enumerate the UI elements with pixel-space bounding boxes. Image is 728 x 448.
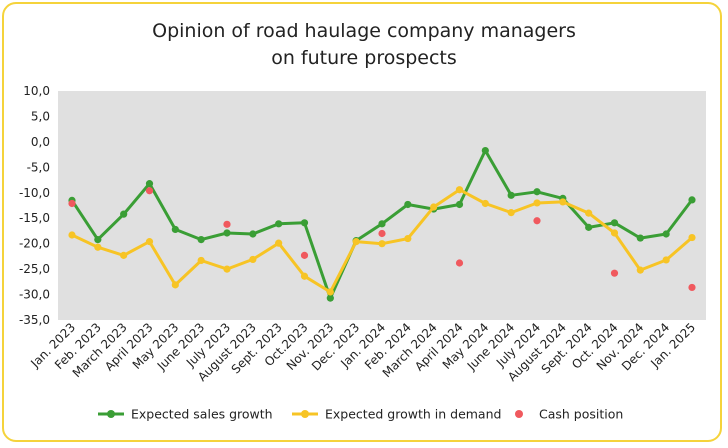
data-point — [68, 199, 76, 208]
data-point — [145, 238, 154, 246]
data-point — [378, 220, 386, 228]
data-point — [481, 146, 489, 155]
data-point — [378, 229, 386, 238]
legend: Expected sales growth Expected growth in … — [98, 407, 623, 422]
data-point — [533, 199, 541, 207]
data-point — [300, 219, 309, 227]
y-tick-label: -35,0 — [19, 313, 50, 327]
data-point — [404, 200, 412, 209]
data-point — [145, 187, 154, 195]
data-point — [688, 233, 696, 242]
data-point — [223, 229, 231, 237]
data-point — [326, 294, 334, 302]
data-point — [430, 203, 438, 211]
data-point — [326, 288, 334, 296]
data-point — [197, 235, 205, 244]
chart-title-line-2: on future prospects — [271, 47, 457, 69]
data-point — [223, 265, 231, 273]
legend-label: Cash position — [539, 407, 623, 422]
data-point — [120, 251, 128, 259]
legend-label: Expected sales growth — [131, 407, 273, 422]
data-point — [94, 235, 102, 244]
chart-title-line-1: Opinion of road haulage company managers — [152, 20, 576, 42]
data-point — [585, 223, 593, 231]
y-tick-label: -20,0 — [19, 237, 50, 251]
data-point — [533, 188, 541, 196]
plot-area — [58, 91, 706, 320]
data-point — [455, 186, 464, 194]
data-point — [223, 220, 231, 228]
data-point — [197, 256, 205, 265]
data-point — [171, 281, 179, 289]
data-point — [559, 198, 567, 206]
data-point — [378, 240, 386, 248]
data-point — [249, 230, 257, 238]
y-tick-label: -15,0 — [19, 211, 50, 225]
data-point — [610, 229, 619, 237]
data-point — [636, 266, 644, 274]
data-point — [533, 217, 541, 225]
data-point — [636, 234, 644, 242]
legend-label: Expected growth in demand — [325, 407, 501, 422]
legend-marker — [515, 410, 523, 418]
data-point — [481, 199, 489, 208]
data-point — [662, 256, 670, 264]
data-point — [249, 255, 257, 264]
data-point — [171, 225, 179, 234]
y-tick-label: 0,0 — [31, 135, 50, 149]
data-point — [455, 259, 464, 267]
data-point — [275, 239, 283, 247]
data-point — [120, 210, 128, 218]
data-point — [300, 272, 309, 280]
y-tick-label: -10,0 — [19, 186, 50, 200]
y-tick-label: -5,0 — [27, 160, 50, 174]
y-tick-label: -25,0 — [19, 262, 50, 276]
y-axis: 10,0 5,0 0,0 -5,0 -10,0 -15,0 -20,0 -25,0 -30,0 -… — [19, 84, 50, 327]
legend-marker — [301, 410, 309, 418]
data-point — [688, 196, 696, 204]
series-expected-growth-in-demand — [68, 186, 696, 296]
data-point — [145, 180, 154, 188]
legend-marker — [107, 410, 115, 418]
data-point — [94, 243, 102, 251]
data-point — [585, 209, 593, 217]
data-point — [404, 234, 412, 243]
y-tick-label: 10,0 — [23, 84, 50, 98]
series-layer — [68, 146, 696, 302]
y-tick-label: -30,0 — [19, 288, 50, 302]
data-point — [507, 209, 515, 217]
y-tick-label: 5,0 — [31, 109, 50, 123]
data-point — [352, 238, 360, 246]
data-point — [68, 231, 76, 239]
data-point — [455, 200, 464, 209]
data-point — [610, 219, 619, 227]
data-point — [662, 230, 670, 238]
data-point — [275, 220, 283, 228]
series-cash-position — [68, 187, 696, 292]
data-point — [507, 191, 515, 199]
data-point — [610, 269, 619, 277]
data-point — [300, 251, 309, 259]
chart-title: Opinion of road haulage company managers… — [0, 18, 728, 72]
data-point — [688, 283, 696, 292]
